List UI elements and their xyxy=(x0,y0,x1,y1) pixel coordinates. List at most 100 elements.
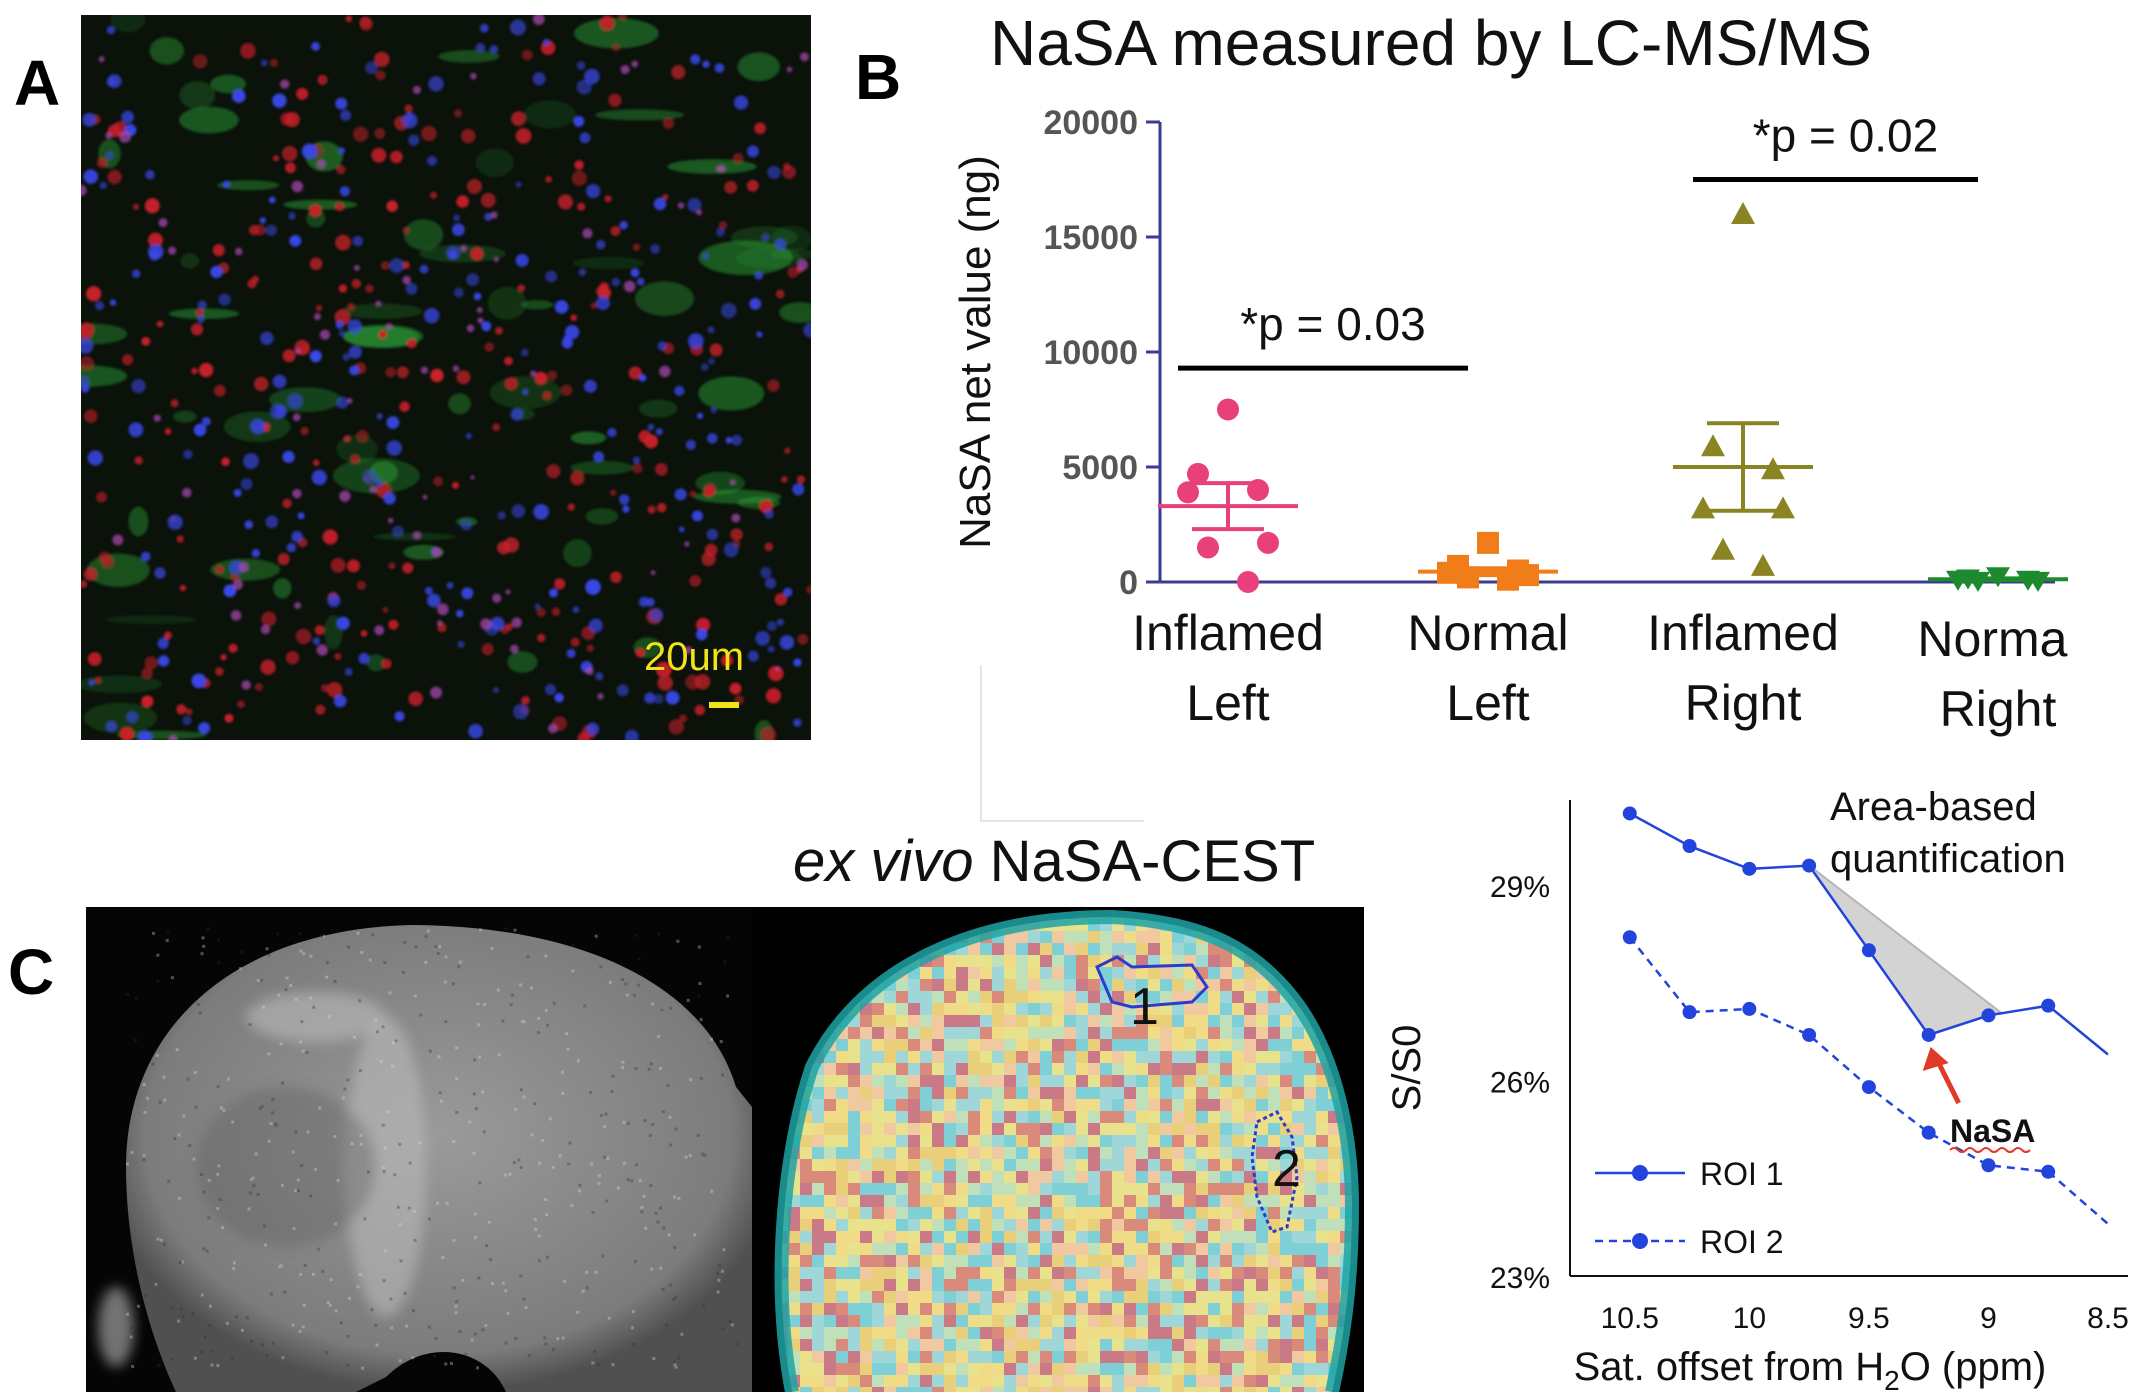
data-point xyxy=(1731,202,1755,224)
y-tick-label: 5000 xyxy=(1062,449,1138,487)
legend-marker xyxy=(1632,1165,1648,1181)
chart-c: S/S0 Sat. offset from H2O (ppm) 23%26%29… xyxy=(1385,790,2129,1396)
series-point xyxy=(1981,1158,1996,1173)
y-tick-label: 26% xyxy=(1490,1067,1550,1100)
arrow-head xyxy=(1922,1046,1949,1071)
roi-1-outline xyxy=(1095,955,1209,1009)
mri-cest-map: 1 2 xyxy=(752,907,1364,1392)
chart-c-title: ex vivo NaSA-CEST xyxy=(793,828,1315,895)
chart-b-annotations: *p = 0.03 *p = 0.02 xyxy=(1178,110,1978,371)
series-point xyxy=(1682,839,1697,854)
series-point xyxy=(1682,1005,1697,1020)
chart-b-y-label: NaSA net value (ng) xyxy=(951,155,1000,549)
panel-b-letter: B xyxy=(855,41,902,113)
x-category-label: Normal xyxy=(1917,611,2070,667)
series-point xyxy=(1742,1001,1757,1016)
decorative-frame xyxy=(980,665,1144,822)
data-point xyxy=(1946,570,1970,591)
mri-grayscale-canvas xyxy=(86,907,752,1392)
series-point xyxy=(1742,861,1757,876)
fluorescence-micrograph: 20um xyxy=(81,15,811,740)
x-category-label: Left xyxy=(1446,675,1530,731)
data-point xyxy=(1761,457,1785,480)
micrograph-canvas xyxy=(81,15,811,740)
y-tick-label: 15000 xyxy=(1043,219,1138,257)
mri-cest-canvas xyxy=(752,907,1364,1392)
y-tick-label: 0 xyxy=(1119,564,1138,602)
chart-c-x-label: Sat. offset from H2O (ppm) xyxy=(1574,1345,2047,1396)
data-point xyxy=(1457,566,1479,589)
x-tick-label: 10 xyxy=(1733,1302,1766,1335)
data-point xyxy=(1966,571,1990,592)
x-category-label: Right xyxy=(1940,681,2057,737)
chart-c-title-rest: NaSA-CEST xyxy=(989,829,1316,894)
area-label-line1: Area-based xyxy=(1830,790,2037,829)
series-point xyxy=(2041,998,2056,1013)
area-label-line2: quantification xyxy=(1830,837,2066,881)
series-point xyxy=(1921,1027,1936,1042)
panel-c-letter: C xyxy=(8,936,55,1008)
data-point xyxy=(1437,561,1459,584)
x-category-label: Left xyxy=(1186,675,1270,731)
chart-b: NaSA net value (ng) 0 5000 10000 15000 20000… xyxy=(951,104,2070,737)
series-point xyxy=(1802,1027,1817,1042)
significance-label: *p = 0.03 xyxy=(1240,298,1425,350)
nasa-arrow xyxy=(1922,1046,2031,1153)
data-point xyxy=(1751,553,1775,576)
series-point xyxy=(1861,943,1876,958)
data-point xyxy=(1197,536,1219,559)
chart-b-axes xyxy=(1158,122,2055,584)
x-tick-label: 9 xyxy=(1980,1302,1997,1335)
data-point xyxy=(1517,564,1539,587)
brain-section xyxy=(126,925,752,1392)
chart-b-marks xyxy=(1158,202,2068,593)
chart-c-x-label-end: O (ppm) xyxy=(1900,1345,2047,1389)
chart-c-area-shading xyxy=(1808,864,2003,1037)
panel-a-letter: A xyxy=(14,47,61,119)
data-point xyxy=(1257,531,1279,554)
scale-bar-label: 20um xyxy=(644,635,745,679)
roi-2-outline xyxy=(1250,1110,1299,1234)
chart-c-x-label-sub: 2 xyxy=(1884,1365,1900,1396)
series-point xyxy=(1622,930,1637,945)
area-shading xyxy=(1808,864,2003,1037)
significance-label: *p = 0.02 xyxy=(1753,110,1938,162)
mri-grayscale-image xyxy=(86,907,752,1392)
x-tick-label: 9.5 xyxy=(1848,1302,1890,1335)
data-point xyxy=(2026,571,2050,592)
chart-c-axes xyxy=(1569,800,2128,1277)
series-point xyxy=(1981,1008,1996,1023)
x-tick-label: 10.5 xyxy=(1601,1302,1659,1335)
data-point xyxy=(1247,479,1269,501)
series-point xyxy=(1861,1080,1876,1095)
y-tick-label: 10000 xyxy=(1043,334,1138,372)
legend-label: ROI 1 xyxy=(1700,1156,1784,1192)
arrow-shaft xyxy=(1934,1057,1961,1105)
roi-1-label: 1 xyxy=(1130,978,1159,1036)
data-point xyxy=(1177,481,1199,504)
data-point xyxy=(1711,537,1735,560)
chart-b-y-ticks: 0 5000 10000 15000 20000 xyxy=(1043,104,1160,602)
roi-2-label: 2 xyxy=(1272,1140,1301,1198)
chart-c-ticks: 23% 26% 29% 10.5 10 9.5 9 8.5 xyxy=(1490,871,2129,1335)
y-tick-label: 29% xyxy=(1490,871,1550,904)
chart-c-legend: ROI 1 ROI 2 xyxy=(1595,1156,1784,1260)
data-point xyxy=(1217,398,1239,421)
data-point xyxy=(1187,462,1209,485)
data-point xyxy=(1701,434,1725,457)
chart-c-title-italic: ex vivo xyxy=(793,829,974,894)
data-point xyxy=(1691,496,1715,519)
chart-c-x-label-main: Sat. offset from H xyxy=(1574,1345,1885,1389)
y-tick-label: 20000 xyxy=(1043,104,1138,142)
data-point xyxy=(1237,571,1259,593)
data-point xyxy=(1477,531,1499,554)
x-tick-label: 8.5 xyxy=(2087,1302,2129,1335)
spellcheck-underline xyxy=(1949,1147,2031,1153)
data-point xyxy=(1497,568,1519,591)
chart-c-series xyxy=(1622,806,2109,1225)
legend-label: ROI 2 xyxy=(1700,1224,1784,1260)
data-point xyxy=(1986,567,2010,588)
series-point xyxy=(1802,858,1817,873)
series-point xyxy=(2041,1164,2056,1179)
nasa-arrow-label: NaSA xyxy=(1950,1113,2035,1149)
